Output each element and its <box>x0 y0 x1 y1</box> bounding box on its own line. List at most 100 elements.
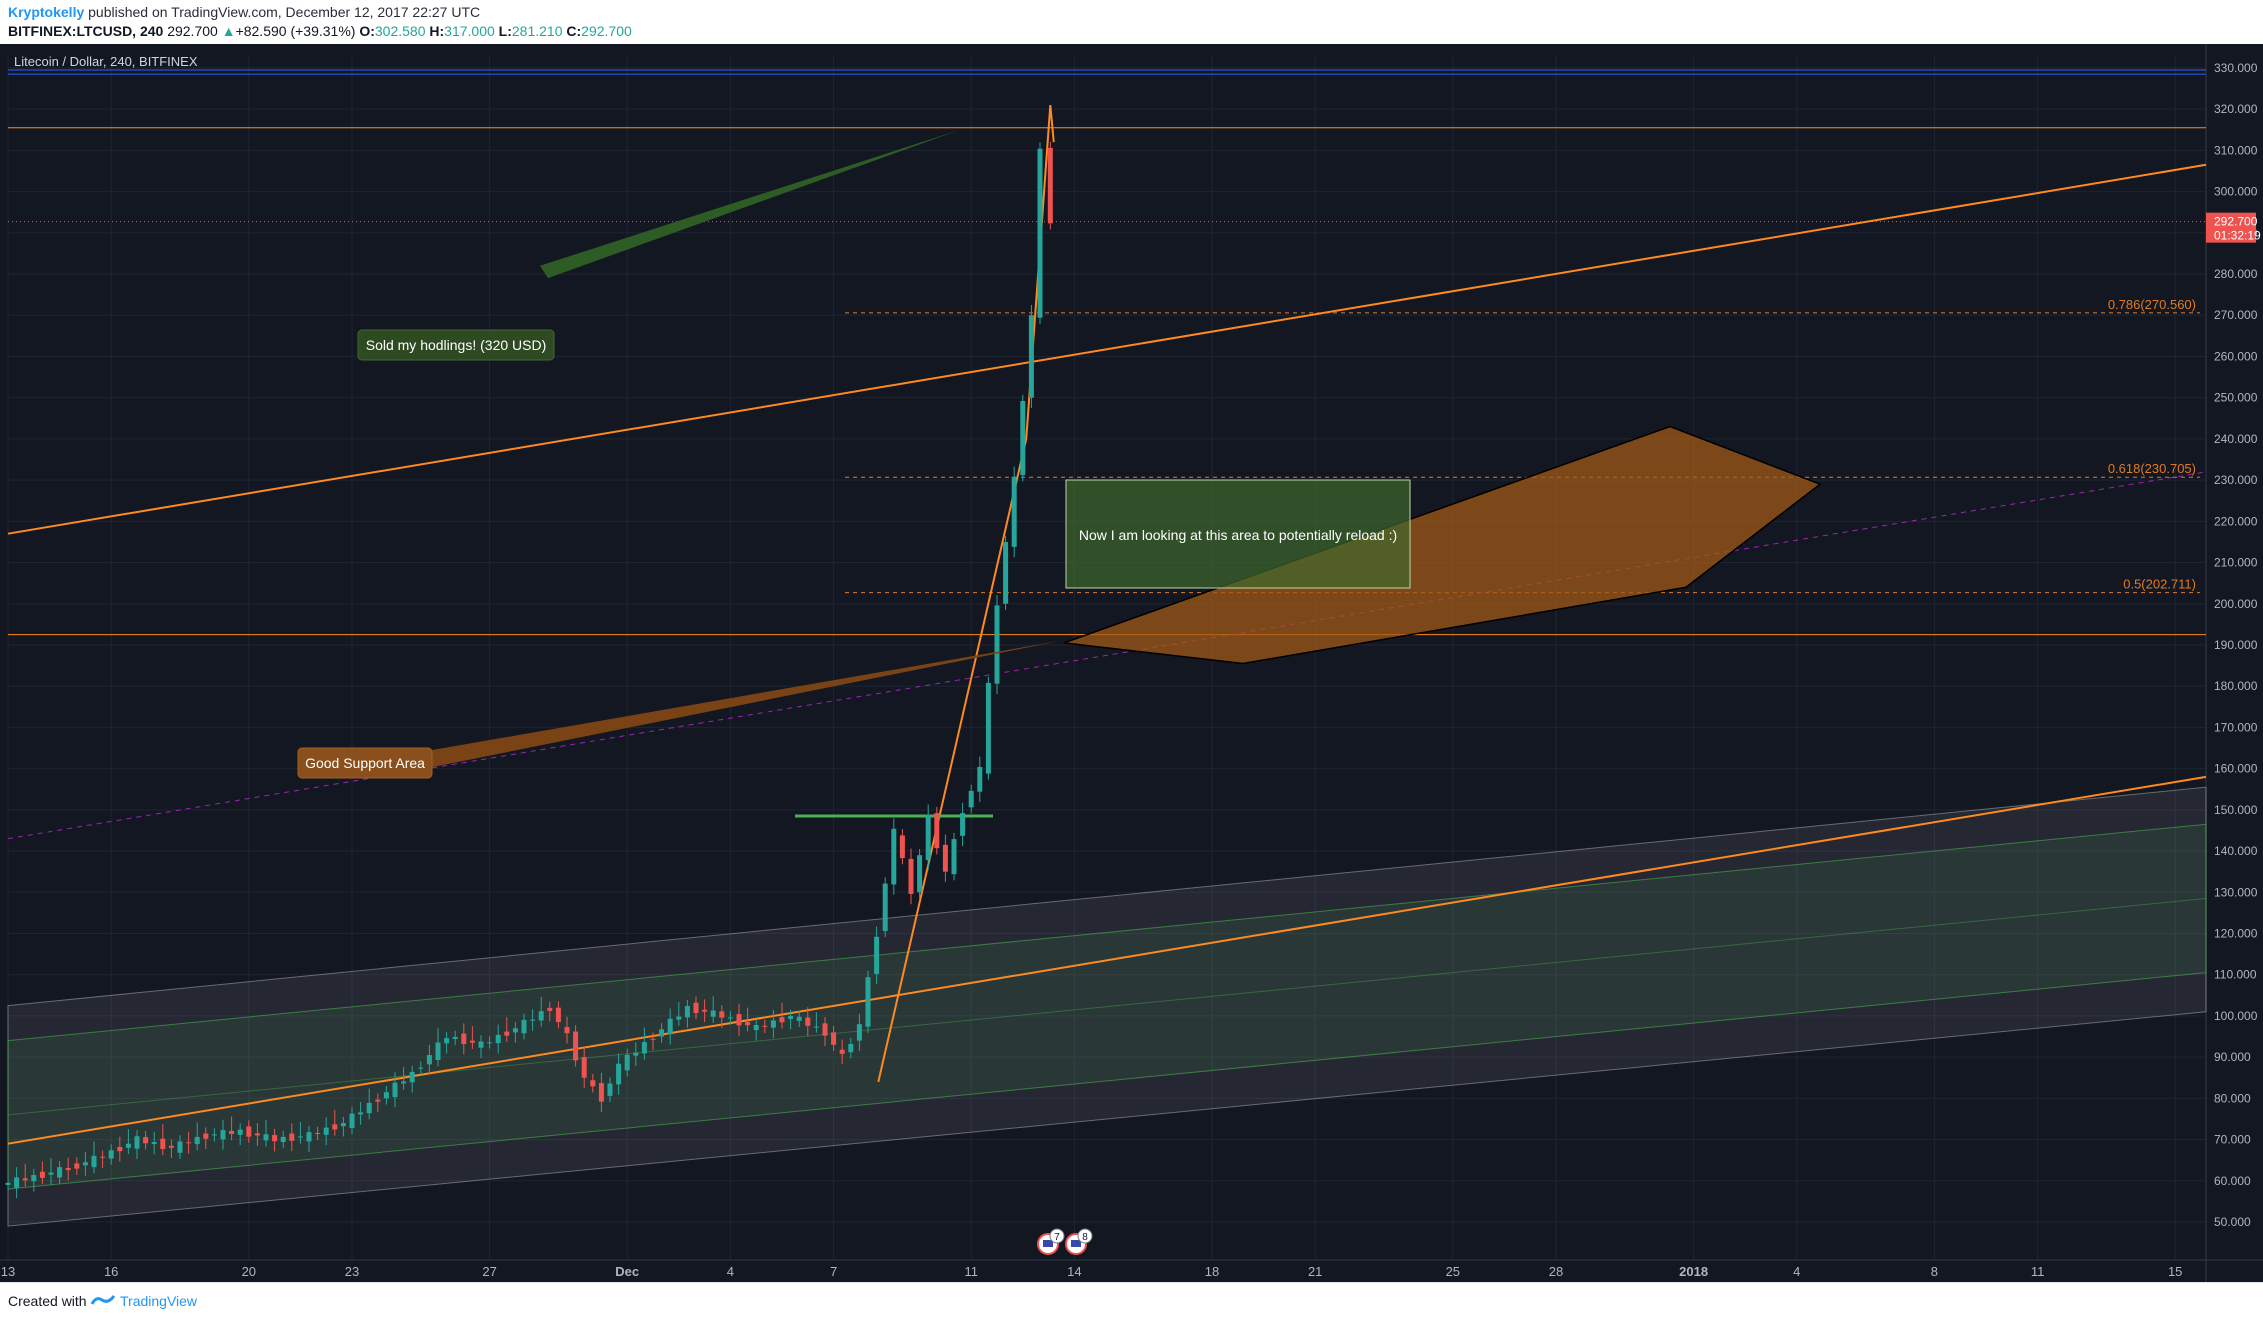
candle-body <box>659 1029 665 1037</box>
tradingview-brand[interactable]: TradingView <box>120 1293 198 1309</box>
candle-body <box>211 1134 217 1136</box>
x-tick-label: 20 <box>242 1264 256 1279</box>
support-callout <box>297 747 433 779</box>
close-label: C: <box>566 23 582 39</box>
candle-body <box>607 1083 613 1096</box>
candle-body <box>444 1038 450 1044</box>
y-tick-label: 150.000 <box>2214 803 2258 817</box>
y-tick-label: 100.000 <box>2214 1009 2258 1023</box>
y-tick-label: 70.000 <box>2214 1133 2251 1147</box>
x-tick-label: 14 <box>1067 1264 1081 1279</box>
candle-body <box>813 1026 819 1028</box>
candle-body <box>237 1129 243 1135</box>
candle-body <box>14 1177 20 1188</box>
author-link[interactable]: Kryptokelly <box>8 4 85 20</box>
y-tick-label: 170.000 <box>2214 720 2258 734</box>
candle-body <box>633 1052 639 1056</box>
candle-body <box>487 1042 493 1044</box>
candle-body <box>676 1016 682 1020</box>
publish-header: Kryptokelly published on TradingView.com… <box>0 0 2263 44</box>
candle-body <box>624 1054 630 1071</box>
candle-body <box>925 814 931 861</box>
candle-body <box>82 1162 88 1166</box>
candle-body <box>590 1080 596 1087</box>
candle-body <box>349 1113 355 1129</box>
candle-body <box>194 1136 200 1145</box>
candle-body <box>848 1043 854 1053</box>
candle-body <box>684 1006 690 1018</box>
chart-canvas[interactable]: 0.786(270.560) 0.618(230.705) 0.5(202.711)… <box>0 44 2263 1282</box>
y-tick-label: 300.000 <box>2214 185 2258 199</box>
x-tick-label: 23 <box>345 1264 359 1279</box>
reload-box <box>1065 479 1411 589</box>
y-tick-label: 260.000 <box>2214 349 2258 363</box>
candle-body <box>1011 476 1017 547</box>
candle-body <box>340 1123 346 1127</box>
candle-body <box>573 1031 579 1061</box>
candle-body <box>57 1167 63 1178</box>
candle-body <box>392 1082 398 1098</box>
candle-body <box>143 1137 149 1144</box>
change-arrow-icon: ▲ <box>221 23 236 39</box>
candle-body <box>736 1014 742 1026</box>
candle-body <box>263 1134 269 1141</box>
candle-body <box>254 1133 260 1136</box>
candle-body <box>358 1112 364 1115</box>
candle-body <box>917 855 923 893</box>
candle-body <box>667 1018 673 1035</box>
tradingview-logo-icon <box>90 1295 116 1305</box>
candle-body <box>383 1092 389 1099</box>
chart-area[interactable]: 0.786(270.560) 0.618(230.705) 0.5(202.711)… <box>0 44 2263 1282</box>
x-tick-label: 15 <box>2168 1264 2182 1279</box>
candle-body <box>495 1034 501 1044</box>
candle-body <box>108 1150 114 1159</box>
candle-body <box>874 936 880 974</box>
y-tick-label: 60.000 <box>2214 1174 2251 1188</box>
candle-body <box>504 1031 510 1036</box>
trend-line <box>7 163 2207 535</box>
candle-body <box>1020 400 1026 476</box>
y-tick-label: 130.000 <box>2214 885 2258 899</box>
candle-body <box>332 1124 338 1130</box>
candle-body <box>280 1136 286 1143</box>
y-tick-label: 190.000 <box>2214 638 2258 652</box>
candle-body <box>650 1038 656 1040</box>
candle-body <box>1003 541 1009 604</box>
candle-body <box>702 1009 708 1012</box>
candle-body <box>745 1022 751 1026</box>
x-tick-label: 11 <box>2031 1264 2045 1279</box>
candle-body <box>512 1028 518 1033</box>
publish-info: Kryptokelly published on TradingView.com… <box>8 4 480 20</box>
candle-body <box>942 844 948 872</box>
candle-body <box>899 835 905 859</box>
candle-body <box>641 1042 647 1054</box>
candle-body <box>48 1172 54 1175</box>
candle-body <box>796 1016 802 1021</box>
x-tick-label: 7 <box>830 1264 837 1279</box>
candle-body <box>117 1146 123 1152</box>
x-tick-label: 4 <box>727 1264 734 1279</box>
candle-body <box>891 828 897 885</box>
candle-body <box>831 1032 837 1045</box>
y-tick-label: 310.000 <box>2214 143 2258 157</box>
last-price-tag <box>2206 212 2256 243</box>
projection-zone <box>1063 425 1822 665</box>
candle-body <box>203 1133 209 1139</box>
y-tick-label: 120.000 <box>2214 926 2258 940</box>
candle-body <box>229 1130 235 1135</box>
price-change: +82.590 (+39.31%) <box>235 23 356 39</box>
candle-body <box>719 1011 725 1018</box>
candle-body <box>39 1171 45 1178</box>
candle-body <box>1028 315 1034 398</box>
candle-body <box>788 1015 794 1020</box>
candle-body <box>727 1017 733 1019</box>
y-tick-label: 50.000 <box>2214 1215 2251 1229</box>
candle-body <box>762 1025 768 1027</box>
candle-body <box>160 1138 166 1150</box>
y-tick-label: 230.000 <box>2214 473 2258 487</box>
candle-body <box>469 1040 475 1043</box>
candle-body <box>822 1023 828 1036</box>
last-price-tag-value: 292.700 <box>2214 215 2258 229</box>
candle-body <box>366 1102 372 1114</box>
footer: Created with TradingView <box>0 1282 2263 1317</box>
